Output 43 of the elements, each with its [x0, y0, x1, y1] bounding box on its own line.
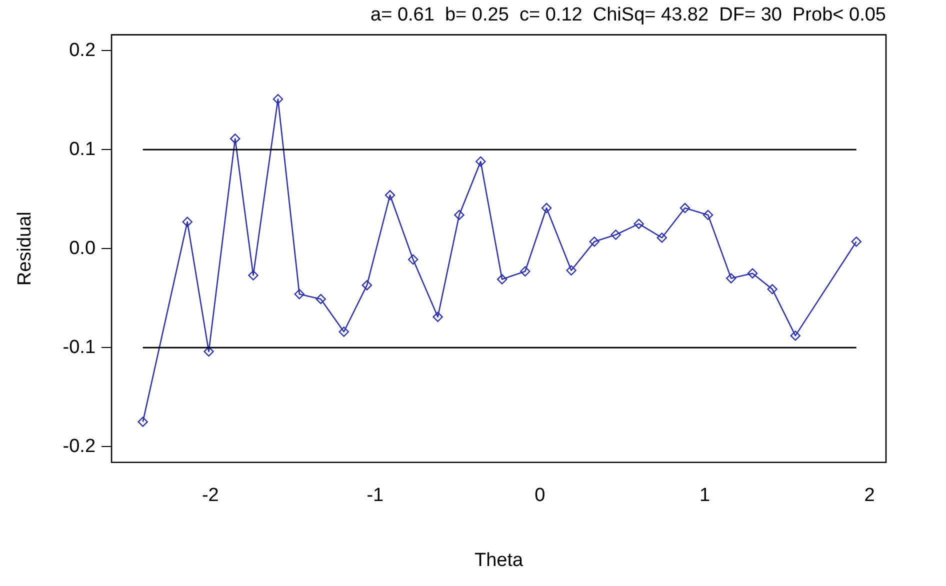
y-tick-label: 0.2	[69, 40, 96, 61]
point	[272, 94, 284, 104]
point	[316, 294, 326, 304]
point	[566, 265, 576, 276]
y-tick-label: -0.2	[62, 436, 96, 457]
point	[702, 210, 714, 220]
point	[520, 266, 530, 276]
x-tick-label: 2	[864, 485, 875, 506]
point	[589, 236, 600, 247]
point	[454, 210, 464, 220]
point	[851, 236, 862, 247]
point	[747, 268, 758, 278]
point	[476, 156, 486, 167]
point	[338, 326, 349, 337]
point	[634, 218, 644, 229]
y-tick-label: 0.1	[69, 138, 96, 160]
x-tick-label: 1	[699, 485, 710, 506]
point	[138, 416, 148, 427]
point	[541, 202, 552, 214]
point	[408, 254, 418, 265]
point	[610, 230, 621, 240]
point	[496, 274, 508, 284]
point	[767, 284, 778, 294]
point	[680, 202, 690, 214]
point	[432, 312, 443, 322]
point	[294, 289, 304, 300]
point	[362, 280, 372, 290]
point	[204, 346, 214, 357]
x-tick-label: -2	[202, 485, 219, 506]
chart-title: a= 0.61 b= 0.25 c= 0.12 ChiSq= 43.82 DF= 30 Prob< 0.05	[370, 4, 886, 26]
x-tick-label: -1	[366, 485, 384, 506]
x-axis-title: Theta	[474, 550, 524, 571]
point	[248, 270, 258, 280]
y-axis-title: Residual	[14, 212, 36, 286]
point	[384, 190, 396, 200]
point	[230, 134, 240, 144]
x-tick-label: 0	[534, 485, 546, 506]
y-tick-label: 0.0	[69, 238, 96, 259]
point	[182, 216, 192, 227]
point	[726, 273, 736, 284]
y-tick-label: -0.1	[62, 336, 96, 358]
point	[656, 232, 667, 243]
point	[790, 330, 800, 341]
